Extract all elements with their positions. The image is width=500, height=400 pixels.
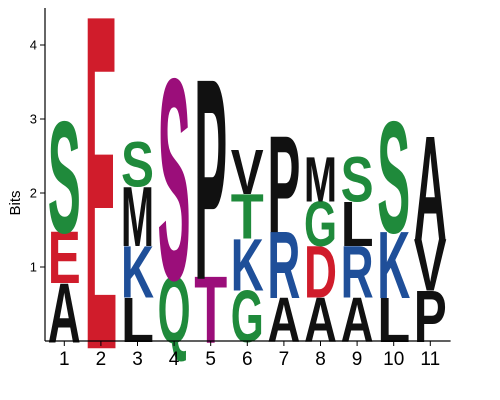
y-tick-label: 4 xyxy=(30,38,37,53)
logo-letter-v: V xyxy=(414,224,447,307)
logo-letter-p: P xyxy=(194,18,227,340)
logo-letter-d: D xyxy=(304,231,337,314)
y-tick-label: 3 xyxy=(30,112,37,127)
x-tick-label: 6 xyxy=(242,349,253,370)
logo-letter-k: K xyxy=(121,231,154,314)
x-tick-label: 7 xyxy=(279,349,290,370)
y-tick-label: 2 xyxy=(30,186,37,201)
y-tick-label: 1 xyxy=(30,260,37,275)
logo-letter-p: P xyxy=(267,108,300,262)
logo-letter-s: S xyxy=(377,89,410,267)
logo-letter-s: S xyxy=(158,18,191,340)
position-stack-1: AES xyxy=(48,89,81,361)
x-tick-label: 4 xyxy=(169,349,180,370)
logo-letter-s: S xyxy=(121,130,154,202)
x-tick-label: 9 xyxy=(352,349,363,370)
logo-letter-a: A xyxy=(414,106,447,272)
logo-letter-g: G xyxy=(304,189,337,260)
x-tick-label: 2 xyxy=(96,349,107,370)
position-stack-7: ARP xyxy=(267,108,300,356)
logo-letter-m: M xyxy=(121,170,154,265)
y-axis-ticks: 1 2 3 4 xyxy=(30,38,45,275)
y-axis-label: Bits xyxy=(7,190,24,215)
x-tick-label: 8 xyxy=(315,349,326,370)
position-stack-2: E xyxy=(84,0,117,400)
logo-letter-v: V xyxy=(231,137,264,209)
position-stack-5: TP xyxy=(194,18,227,363)
logo-letter-k: K xyxy=(377,211,410,318)
logo-letter-k: K xyxy=(231,224,264,307)
position-stack-11: PVA xyxy=(414,106,447,359)
logo-letter-m: M xyxy=(304,145,337,216)
x-tick-label: 10 xyxy=(383,349,404,370)
position-stack-10: LKS xyxy=(377,89,410,356)
logo-letter-e: E xyxy=(84,0,117,400)
logo-letter-s: S xyxy=(341,144,374,216)
x-axis-ticks: 1 2 3 4 5 6 7 8 9 10 11 xyxy=(59,341,440,370)
position-stack-4: QS xyxy=(158,18,191,363)
logo-letter-l: L xyxy=(341,187,374,259)
logo-letter-e: E xyxy=(48,217,81,300)
logo-letter-s: S xyxy=(48,89,81,267)
logo-letter-r: R xyxy=(341,231,374,314)
x-tick-label: 3 xyxy=(132,349,143,370)
x-tick-label: 1 xyxy=(59,349,70,370)
x-tick-label: 11 xyxy=(420,349,440,370)
x-tick-label: 5 xyxy=(205,349,216,370)
logo-letter-r: R xyxy=(267,211,300,318)
logo-letter-t: T xyxy=(231,180,264,252)
